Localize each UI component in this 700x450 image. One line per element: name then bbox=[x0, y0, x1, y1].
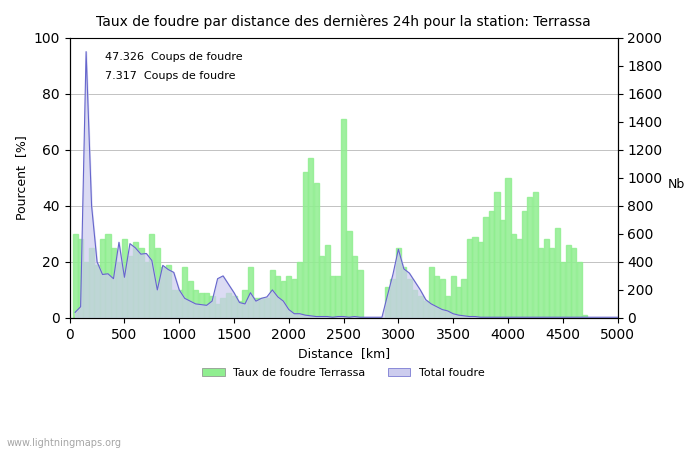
Bar bbox=[467, 239, 473, 318]
Bar bbox=[308, 158, 314, 318]
Bar bbox=[423, 301, 428, 318]
Bar bbox=[215, 304, 220, 318]
Bar bbox=[352, 256, 357, 318]
Bar bbox=[582, 315, 587, 318]
Bar bbox=[533, 192, 538, 318]
Bar bbox=[281, 282, 286, 318]
Bar bbox=[511, 234, 516, 318]
Bar bbox=[253, 298, 258, 318]
Bar bbox=[456, 287, 461, 318]
Legend: Taux de foudre Terrassa, Total foudre: Taux de foudre Terrassa, Total foudre bbox=[198, 364, 489, 382]
Bar bbox=[489, 212, 494, 318]
Bar bbox=[292, 279, 297, 318]
Bar bbox=[286, 276, 291, 318]
Bar bbox=[484, 217, 489, 318]
Bar bbox=[204, 292, 209, 318]
Bar bbox=[182, 267, 188, 318]
Bar bbox=[127, 256, 132, 318]
Bar bbox=[571, 248, 576, 318]
Bar bbox=[428, 267, 434, 318]
Bar bbox=[83, 262, 89, 318]
Bar bbox=[188, 282, 193, 318]
Bar bbox=[193, 290, 198, 318]
Bar bbox=[89, 248, 95, 318]
Bar bbox=[401, 267, 407, 318]
Bar bbox=[220, 298, 225, 318]
Bar bbox=[566, 245, 570, 318]
Bar bbox=[549, 248, 554, 318]
Bar bbox=[78, 239, 83, 318]
Bar bbox=[248, 267, 253, 318]
Bar bbox=[434, 276, 440, 318]
Bar bbox=[319, 256, 324, 318]
Bar bbox=[527, 198, 533, 318]
Bar bbox=[505, 178, 510, 318]
Bar bbox=[330, 276, 335, 318]
Bar bbox=[445, 296, 450, 318]
Text: www.lightningmaps.org: www.lightningmaps.org bbox=[7, 437, 122, 447]
Bar bbox=[391, 279, 395, 318]
Bar bbox=[385, 287, 390, 318]
Text: 47.326  Coups de foudre: 47.326 Coups de foudre bbox=[105, 52, 243, 62]
Bar bbox=[517, 239, 522, 318]
Bar bbox=[106, 234, 111, 318]
Bar bbox=[395, 248, 401, 318]
Bar bbox=[149, 234, 155, 318]
Text: 7.317  Coups de foudre: 7.317 Coups de foudre bbox=[105, 71, 236, 81]
Bar bbox=[335, 276, 341, 318]
Bar bbox=[544, 239, 549, 318]
Bar bbox=[226, 292, 231, 318]
Bar bbox=[440, 279, 444, 318]
Bar bbox=[160, 267, 165, 318]
Bar bbox=[407, 279, 412, 318]
Bar bbox=[73, 234, 78, 318]
Y-axis label: Nb: Nb bbox=[668, 178, 685, 191]
Bar bbox=[242, 290, 248, 318]
Bar bbox=[176, 290, 182, 318]
Bar bbox=[138, 248, 144, 318]
Bar bbox=[122, 239, 127, 318]
Bar bbox=[270, 270, 275, 318]
Bar bbox=[111, 248, 116, 318]
Bar bbox=[302, 172, 308, 318]
Bar bbox=[560, 262, 566, 318]
Bar bbox=[451, 276, 456, 318]
Bar bbox=[155, 248, 160, 318]
X-axis label: Distance  [km]: Distance [km] bbox=[298, 347, 390, 360]
Bar bbox=[275, 276, 281, 318]
Bar bbox=[265, 298, 270, 318]
Bar bbox=[199, 292, 204, 318]
Bar bbox=[577, 262, 582, 318]
Bar bbox=[554, 228, 560, 318]
Bar bbox=[473, 237, 477, 318]
Bar bbox=[341, 119, 346, 318]
Bar bbox=[144, 262, 149, 318]
Bar bbox=[494, 192, 500, 318]
Bar bbox=[522, 212, 527, 318]
Bar bbox=[209, 296, 215, 318]
Bar bbox=[232, 296, 237, 318]
Bar bbox=[412, 290, 417, 318]
Bar bbox=[100, 239, 105, 318]
Bar bbox=[418, 296, 423, 318]
Bar bbox=[116, 262, 122, 318]
Bar bbox=[346, 231, 351, 318]
Bar bbox=[166, 265, 171, 318]
Bar bbox=[133, 242, 138, 318]
Bar bbox=[538, 248, 543, 318]
Bar bbox=[358, 270, 363, 318]
Bar bbox=[171, 290, 176, 318]
Bar bbox=[94, 265, 99, 318]
Bar bbox=[325, 245, 330, 318]
Bar bbox=[461, 279, 467, 318]
Bar bbox=[259, 298, 264, 318]
Bar bbox=[314, 184, 318, 318]
Bar bbox=[237, 301, 242, 318]
Y-axis label: Pourcent  [%]: Pourcent [%] bbox=[15, 135, 28, 220]
Bar bbox=[478, 242, 483, 318]
Bar bbox=[297, 262, 302, 318]
Bar bbox=[500, 220, 505, 318]
Title: Taux de foudre par distance des dernières 24h pour la station: Terrassa: Taux de foudre par distance des dernière… bbox=[96, 15, 591, 30]
